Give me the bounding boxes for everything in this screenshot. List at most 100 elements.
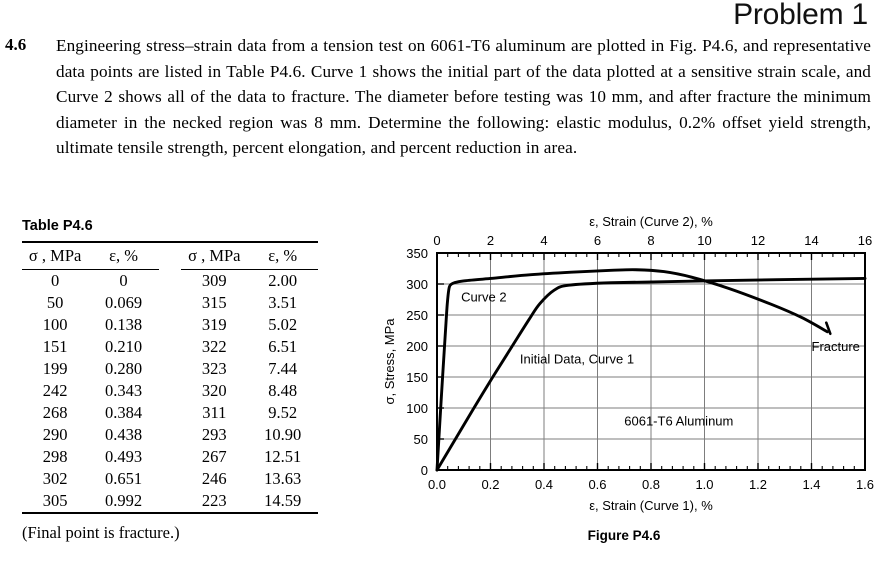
- cell-epsilon-1: 0.138: [104, 315, 143, 334]
- cell-epsilon-1: 0.210: [104, 337, 143, 356]
- cell-epsilon-2: 5.02: [268, 315, 298, 334]
- table-row: 0 0 309 2.00: [22, 270, 318, 293]
- table-row: 242 0.343 320 8.48: [22, 380, 318, 402]
- fracture-tick: [824, 321, 832, 336]
- yticklabel: 150: [406, 370, 428, 385]
- table-row: 268 0.384 311 9.52: [22, 402, 318, 424]
- table-caption: Table P4.6: [22, 218, 93, 234]
- cell-sigma-1: 199: [42, 359, 68, 378]
- table-row: 100 0.138 319 5.02: [22, 314, 318, 336]
- xticklabel-bottom: 1.0: [695, 477, 713, 492]
- cell-sigma-2: 319: [201, 315, 227, 334]
- cell-sigma-2: 267: [201, 447, 227, 466]
- cell-sigma-1: 268: [42, 403, 68, 422]
- cell-sigma-2: 311: [202, 403, 227, 422]
- xticklabel-top: 8: [647, 233, 654, 248]
- cell-sigma-1: 100: [42, 315, 68, 334]
- cell-spacer: [159, 358, 181, 380]
- cell-epsilon-2: 12.51: [264, 447, 302, 466]
- annotation-4: Fracture: [812, 339, 860, 354]
- xticklabel-bottom: 0.6: [588, 477, 606, 492]
- cell-spacer: [159, 314, 181, 336]
- yticklabel: 50: [414, 432, 428, 447]
- cell-spacer: [159, 380, 181, 402]
- cell-epsilon-1: 0.651: [104, 469, 143, 488]
- cell-epsilon-1: 0: [119, 271, 128, 290]
- cell-sigma-2: 246: [201, 469, 227, 488]
- xticklabel-top: 16: [858, 233, 872, 248]
- cell-sigma-2: 315: [201, 293, 227, 312]
- xticklabel-top: 4: [540, 233, 547, 248]
- stress-strain-chart: 0.0 0.2 0.4 0.6 0.8 1.0 1.2 1.4 1.6 0 2 4 6 8 10 12 14 16…: [382, 214, 874, 513]
- cell-spacer: [159, 490, 181, 512]
- cell-epsilon-1: 0.992: [104, 491, 143, 510]
- page-title: Problem 1: [733, 0, 868, 31]
- xticklabel-top: 12: [751, 233, 765, 248]
- xticklabel-bottom: 0.2: [481, 477, 499, 492]
- col-header-spacer: [159, 243, 181, 270]
- col-header-epsilon-1: ε, %: [88, 243, 159, 270]
- xaxis-title-top: ε, Strain (Curve 2), %: [589, 214, 713, 229]
- problem-number: 4.6: [5, 35, 27, 54]
- cell-spacer: [159, 292, 181, 314]
- cell-epsilon-2: 9.52: [268, 403, 298, 422]
- col-header-epsilon-2: ε, %: [247, 243, 318, 270]
- figure-caption: Figure P4.6: [587, 528, 661, 543]
- table-row: 290 0.438 293 10.90: [22, 424, 318, 446]
- cell-sigma-1: 151: [42, 337, 68, 356]
- yticklabel: 350: [406, 246, 428, 261]
- cell-epsilon-2: 10.90: [264, 425, 302, 444]
- xticklabel-bottom: 0.8: [642, 477, 660, 492]
- curve-2-path: [435, 268, 829, 472]
- col-header-sigma-1: σ , MPa: [22, 243, 89, 270]
- xticklabel-top: 2: [487, 233, 494, 248]
- curve-1-path: [435, 276, 867, 472]
- yticklabel: 300: [406, 277, 428, 292]
- yticklabel: 100: [406, 401, 428, 416]
- cell-sigma-1: 242: [42, 381, 68, 400]
- table-bottom-rule: [22, 512, 318, 514]
- cell-sigma-2: 293: [201, 425, 227, 444]
- cell-sigma-2: 309: [201, 271, 227, 290]
- cell-epsilon-2: 6.51: [268, 337, 298, 356]
- cell-sigma-2: 323: [201, 359, 227, 378]
- figure-panel: 0.0 0.2 0.4 0.6 0.8 1.0 1.2 1.4 1.6 0 2 4 6 8 10 12 14 16…: [374, 206, 874, 556]
- cell-epsilon-1: 0.069: [104, 293, 143, 312]
- cell-sigma-2: 322: [201, 337, 227, 356]
- cell-epsilon-2: 13.63: [264, 469, 302, 488]
- yticklabel: 200: [406, 339, 428, 354]
- cell-spacer: [159, 424, 181, 446]
- cell-spacer: [159, 336, 181, 358]
- table-row: 298 0.493 267 12.51: [22, 446, 318, 468]
- cell-spacer: [159, 468, 181, 490]
- table-head: σ , MPa ε, % σ , MPa ε, %: [22, 243, 318, 270]
- xticklabel-bottom: 1.2: [749, 477, 767, 492]
- xticklabel-top: 10: [697, 233, 711, 248]
- cell-sigma-2: 320: [201, 381, 227, 400]
- xticklabel-top: 0: [433, 233, 440, 248]
- cell-spacer: [159, 446, 181, 468]
- cell-sigma-2: 223: [201, 491, 227, 510]
- cell-epsilon-2: 3.51: [268, 293, 298, 312]
- xticklabel-top: 14: [804, 233, 818, 248]
- cell-sigma-1: 302: [42, 469, 68, 488]
- cell-epsilon-2: 7.44: [268, 359, 298, 378]
- table-row: 305 0.992 223 14.59: [22, 490, 318, 512]
- table-row: 151 0.210 322 6.51: [22, 336, 318, 358]
- stress-strain-table: σ , MPa ε, % σ , MPa ε, % 0 0 309 2.00 50 0.0…: [22, 243, 318, 512]
- table-row: 199 0.280 323 7.44: [22, 358, 318, 380]
- cell-epsilon-1: 0.280: [104, 359, 143, 378]
- data-table-panel: Table P4.6 σ , MPa ε, % σ , MPa ε, % 0 0 3…: [22, 218, 318, 543]
- xticklabel-bottom: 0.0: [428, 477, 446, 492]
- yticklabel: 250: [406, 308, 428, 323]
- cell-epsilon-1: 0.384: [104, 403, 143, 422]
- xticklabel-bottom: 1.6: [856, 477, 874, 492]
- cell-sigma-1: 298: [42, 447, 68, 466]
- table-body: 0 0 309 2.00 50 0.069 315 3.51 100 0.138 319 5.02 15…: [22, 270, 318, 513]
- problem-body-text: Engineering stress–strain data from a te…: [56, 36, 871, 158]
- annotation-1: Curve 2: [461, 289, 507, 304]
- problem-statement: 4.6 Engineering stress–strain data from …: [5, 33, 871, 161]
- xaxis-title-bottom: ε, Strain (Curve 1), %: [589, 498, 713, 513]
- cell-epsilon-1: 0.343: [104, 381, 143, 400]
- cell-epsilon-2: 14.59: [264, 491, 302, 510]
